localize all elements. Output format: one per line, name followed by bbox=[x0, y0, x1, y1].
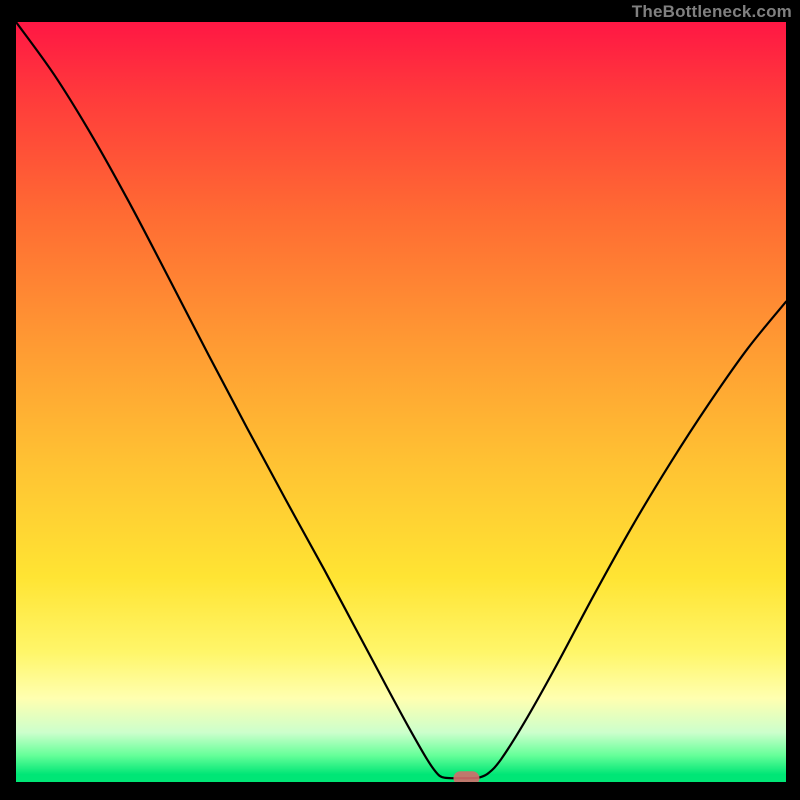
chart-root: TheBottleneck.com bbox=[0, 0, 800, 800]
optimal-point-marker bbox=[453, 771, 479, 782]
plot-background bbox=[16, 22, 786, 782]
watermark-text: TheBottleneck.com bbox=[632, 2, 792, 22]
plot-area bbox=[16, 22, 786, 782]
plot-svg bbox=[16, 22, 786, 782]
